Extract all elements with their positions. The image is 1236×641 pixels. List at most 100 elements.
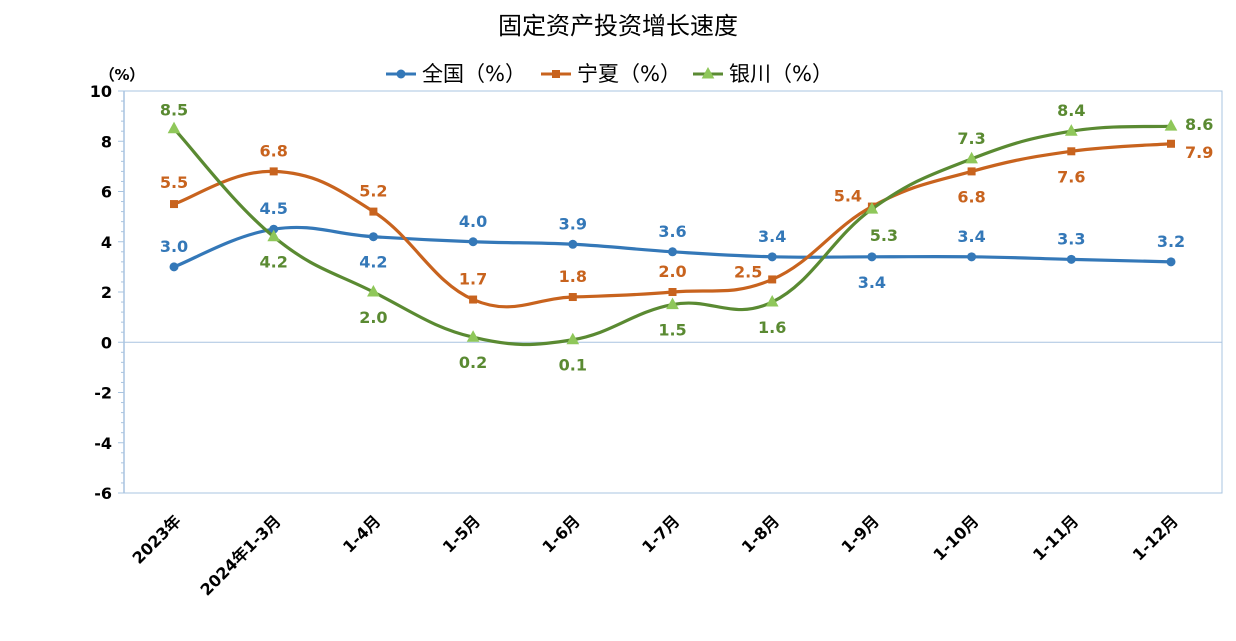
data-point-national (368, 232, 378, 242)
data-point-yinchuan (666, 297, 679, 310)
legend-marker-ningxia (552, 70, 560, 78)
data-label-ningxia: 7.9 (1185, 143, 1213, 162)
x-tick-label: 1-4月 (339, 511, 384, 556)
data-point-national (668, 247, 677, 257)
x-tick-label: 1-11月 (1029, 511, 1082, 564)
data-label-national: 3.2 (1157, 232, 1185, 251)
data-point-national (867, 252, 877, 262)
x-tick-label: 1-9月 (838, 511, 883, 556)
data-point-yinchuan (1164, 119, 1178, 131)
data-point-national (169, 262, 179, 272)
data-point-national (568, 239, 578, 249)
data-label-yinchuan: 2.0 (359, 308, 387, 327)
x-tick-label: 1-8月 (738, 511, 783, 556)
x-tick-label: 1-5月 (439, 511, 484, 556)
data-label-yinchuan: 1.6 (758, 318, 786, 337)
data-point-yinchuan (367, 284, 380, 297)
y-tick-label: 0 (101, 333, 112, 352)
data-point-ningxia (469, 295, 478, 304)
x-tick-label: 1-6月 (538, 511, 583, 556)
data-point-yinchuan (865, 202, 879, 214)
data-label-ningxia: 7.6 (1057, 167, 1085, 186)
legend-item-ningxia: 宁夏（%） (541, 62, 681, 86)
data-label-national: 3.4 (957, 227, 985, 246)
data-point-national (767, 252, 777, 262)
data-label-yinchuan: 5.3 (870, 226, 898, 245)
x-tick-label: 2024年1-3月 (197, 511, 285, 599)
y-tick-label: 10 (90, 82, 112, 101)
data-point-national (1166, 257, 1176, 267)
chart-title: 固定资产投资增长速度 (498, 12, 738, 40)
legend-item-national: 全国（%） (386, 62, 526, 86)
x-tick-label: 1-10月 (929, 511, 982, 564)
data-point-yinchuan (466, 330, 480, 342)
data-point-yinchuan (267, 229, 281, 242)
y-tick-label: 6 (101, 183, 112, 202)
data-label-yinchuan: 4.2 (260, 253, 288, 272)
data-point-ningxia (768, 275, 777, 284)
data-label-ningxia: 1.7 (459, 270, 487, 289)
series-yinchuan (167, 119, 1178, 347)
data-label-national: 3.4 (758, 227, 786, 246)
legend-label: 全国（%） (422, 62, 526, 86)
data-label-yinchuan: 1.5 (658, 321, 686, 340)
y-axis-unit: （%） (99, 66, 144, 84)
legend-label: 银川（%） (729, 62, 833, 86)
data-label-ningxia: 6.8 (260, 141, 288, 160)
x-tick-label: 2023年 (129, 511, 185, 567)
data-point-yinchuan (1064, 124, 1078, 136)
data-point-national (967, 252, 977, 262)
data-point-yinchuan (765, 295, 779, 307)
data-labels-layer: 3.0 4.5 4.2 4.0 3.9 3.6 3.4 3.4 3.4 3.3 3.2 5.5 6.8 5… (160, 101, 1214, 375)
data-label-national: 4.2 (359, 253, 387, 272)
legend-label: 宁夏（%） (577, 62, 681, 86)
data-label-yinchuan: 7.3 (957, 129, 985, 148)
legend: 全国（%） 宁夏（%） 银川（%） (386, 62, 833, 86)
data-label-national: 4.0 (459, 212, 487, 231)
y-tick-label: -6 (94, 484, 112, 503)
data-point-ningxia (1067, 147, 1076, 156)
data-point-ningxia (967, 167, 976, 176)
data-label-yinchuan: 8.4 (1057, 101, 1085, 120)
series-line-national (173, 225, 1172, 269)
data-point-ningxia (269, 167, 278, 176)
data-point-yinchuan (965, 151, 978, 164)
data-label-yinchuan: 0.2 (459, 353, 487, 372)
data-label-ningxia: 5.5 (160, 173, 188, 192)
data-label-ningxia: 1.8 (559, 267, 587, 286)
y-tick-label: -2 (94, 384, 112, 403)
legend-marker-national (396, 69, 406, 79)
data-label-ningxia: 5.4 (834, 187, 862, 206)
legend-marker-yinchuan (701, 66, 715, 79)
data-point-ningxia (369, 207, 378, 216)
data-point-ningxia (1167, 139, 1175, 148)
data-point-yinchuan (566, 332, 580, 345)
data-point-yinchuan (167, 121, 181, 134)
series-layer (167, 119, 1178, 347)
legend-item-yinchuan: 银川（%） (693, 62, 833, 86)
data-label-ningxia: 5.2 (359, 182, 387, 201)
x-tick-label: 1-12月 (1129, 511, 1182, 564)
data-label-national: 3.6 (658, 222, 686, 241)
data-label-national: 3.9 (559, 214, 587, 233)
y-tick-label: 8 (101, 132, 112, 151)
data-point-national (1066, 254, 1076, 264)
data-label-yinchuan: 8.5 (160, 101, 188, 120)
data-label-yinchuan: 0.1 (559, 356, 587, 375)
data-point-ningxia (668, 288, 677, 296)
data-point-ningxia (170, 200, 178, 209)
data-label-ningxia: 2.5 (734, 262, 762, 281)
data-label-ningxia: 2.0 (658, 262, 686, 281)
y-tick-label: -4 (94, 434, 112, 453)
data-label-national: 3.0 (160, 237, 188, 256)
data-label-national: 3.3 (1057, 229, 1085, 248)
y-tick-label: 2 (101, 283, 112, 302)
y-tick-label: 4 (101, 233, 112, 252)
series-national (169, 224, 1176, 272)
data-point-national (269, 224, 279, 234)
data-label-yinchuan: 8.6 (1185, 115, 1213, 134)
data-label-ningxia: 6.8 (957, 187, 985, 206)
data-point-ningxia (568, 293, 577, 302)
data-point-national (468, 237, 478, 247)
